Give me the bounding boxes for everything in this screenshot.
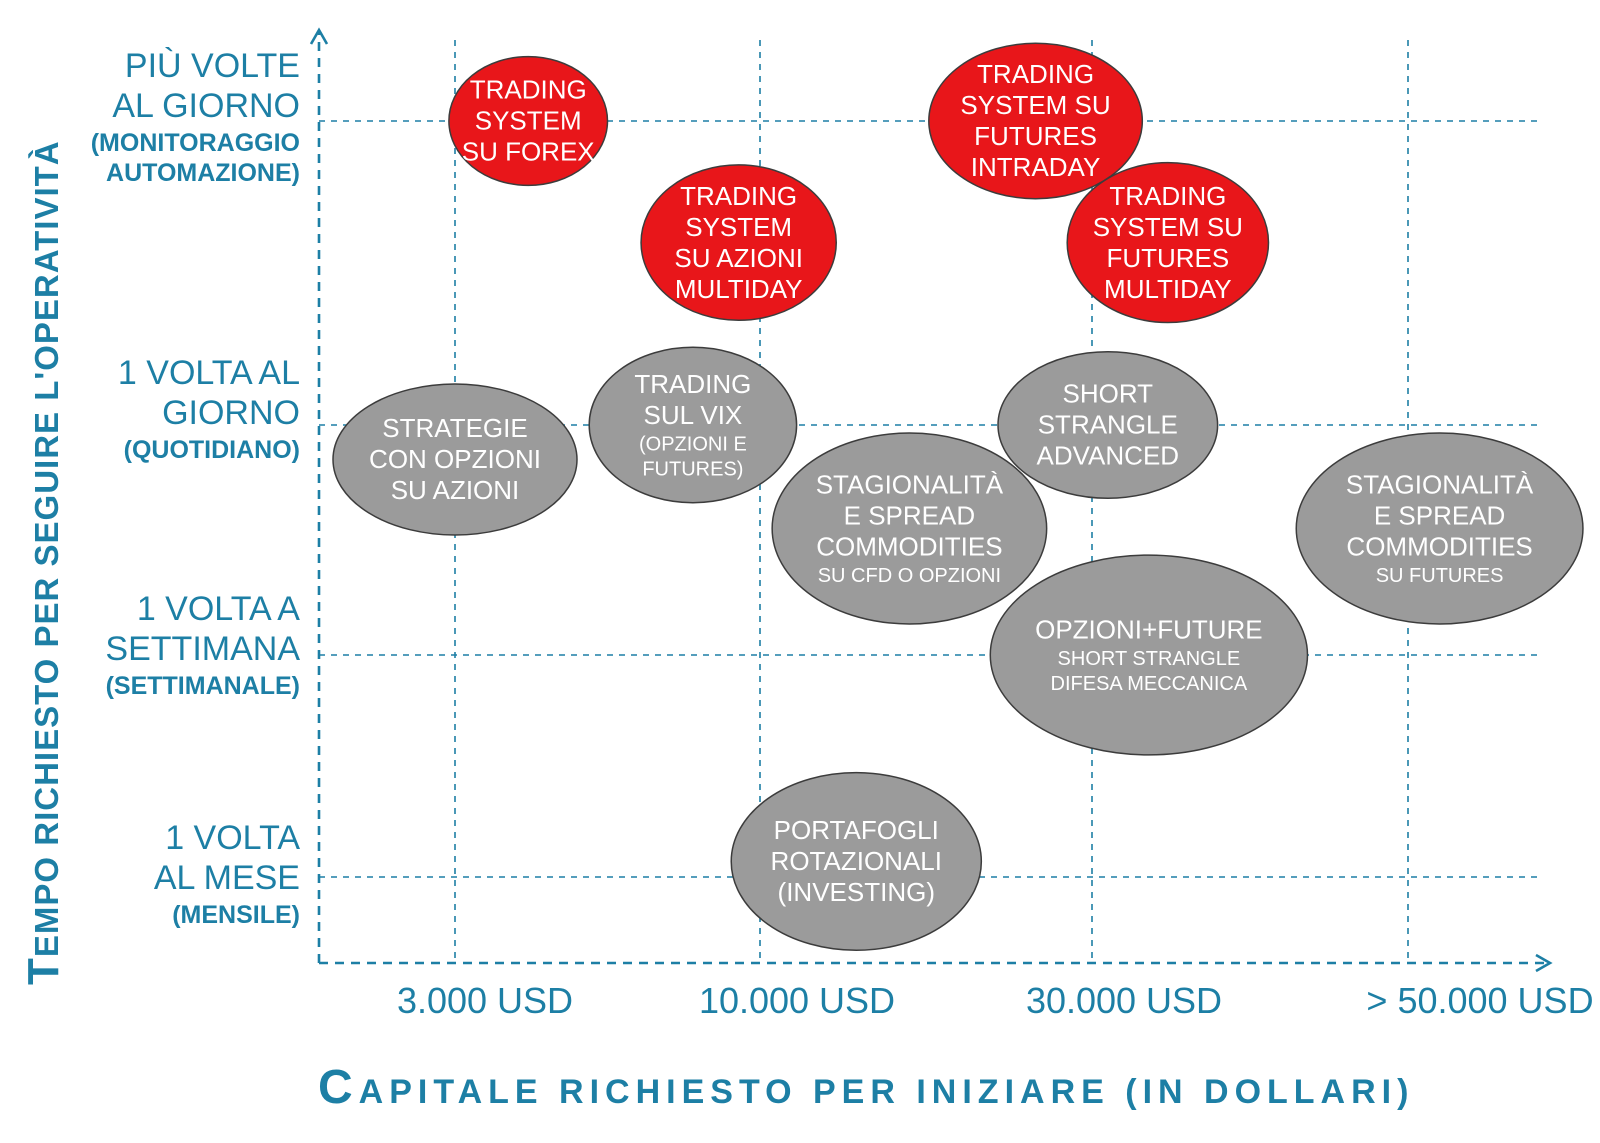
bubble-label: INTRADAY [971, 152, 1101, 182]
bubble-label: STRATEGIE [382, 413, 527, 443]
grey-bubble [588, 346, 798, 504]
y-tick-label: PIÙ VOLTE [125, 47, 300, 85]
bubble-label: (INVESTING) [778, 877, 935, 907]
bubble-label: SYSTEM [685, 212, 792, 242]
bubble-label: FUTURES [974, 121, 1097, 151]
bubble-label: SUL VIX [644, 400, 743, 430]
bubble-label: SU AZIONI [674, 243, 803, 273]
bubble-label: DIFESA MECCANICA [1051, 673, 1248, 695]
red-bubble [928, 42, 1144, 200]
red-bubble [640, 164, 838, 322]
red-bubble [1066, 161, 1270, 324]
y-axis-title: TEMPO RICHIESTO PER SEGUIRE L'OPERATIVIT… [19, 140, 68, 985]
y-tick-label: SETTIMANA [105, 630, 300, 668]
bubble-label: ADVANCED [1037, 441, 1180, 471]
bubble-label: FUTURES) [642, 459, 743, 481]
x-axis-title: CAPITALE RICHIESTO PER INIZIARE (IN DOLL… [318, 1061, 1414, 1114]
x-tick-label: 10.000 USD [699, 980, 895, 1021]
bubble-label: TRADING [634, 369, 751, 399]
y-tick-sublabel: AUTOMAZIONE) [106, 159, 300, 187]
axis-labels: 3.000 USD 10.000 USD 30.000 USD > 50.000 US… [19, 47, 1594, 1114]
grey-bubble [1295, 432, 1584, 625]
bubble-label: TRADING [680, 181, 797, 211]
y-tick-sublabel: (QUOTIDIANO) [124, 436, 300, 464]
y-tick-label: 1 VOLTA A [137, 590, 300, 628]
grey-bubble [771, 432, 1048, 625]
bubble: OPZIONI+FUTURE SHORT STRANGLE DIFESA MECCA… [989, 554, 1309, 756]
bubble-label: E SPREAD [1374, 501, 1506, 531]
bubble-label: SYSTEM SU [960, 90, 1110, 120]
y-tick-label: GIORNO [162, 394, 300, 432]
red-bubble [448, 55, 609, 187]
x-tick-label: > 50.000 USD [1366, 980, 1593, 1021]
x-tick-label: 30.000 USD [1026, 980, 1222, 1021]
bubble-label: SU AZIONI [391, 475, 520, 505]
grey-bubble [332, 383, 578, 536]
axes [309, 27, 1553, 973]
bubble-label: ROTAZIONALI [771, 846, 942, 876]
y-tick-sublabel: (MONITORAGGIO [91, 129, 300, 157]
bubble-label: SHORT [1063, 379, 1154, 409]
bubble-label: SHORT STRANGLE [1058, 648, 1241, 670]
bubble-label: TRADING [470, 75, 587, 105]
bubble-label: COMMODITIES [1346, 532, 1532, 562]
grey-bubble [989, 554, 1309, 756]
bubble-label: MULTIDAY [1104, 274, 1232, 304]
x-axis-arrow-icon [1535, 953, 1553, 973]
bubble-label: SYSTEM SU [1093, 212, 1243, 242]
y-tick-label: AL GIORNO [112, 87, 300, 125]
bubble-label: STRANGLE [1038, 410, 1178, 440]
grey-bubble [997, 350, 1219, 500]
bubble-label: (OPZIONI E [639, 434, 747, 456]
bubble-label: FUTURES [1106, 243, 1229, 273]
y-tick-sublabel: (SETTIMANALE) [106, 672, 300, 700]
bubble-label: TRADING [977, 59, 1094, 89]
bubble-label: SU FOREX [462, 137, 595, 167]
y-tick-label: 1 VOLTA AL [118, 354, 300, 392]
bubble-label: PORTAFOGLI [774, 815, 939, 845]
bubble-label: CON OPZIONI [369, 444, 541, 474]
bubble-label: TRADING [1109, 181, 1226, 211]
bubble-label: COMMODITIES [816, 532, 1002, 562]
bubble-label: OPZIONI+FUTURE [1035, 615, 1263, 645]
y-tick-sublabel: (MENSILE) [172, 901, 300, 929]
bubble-label: SU FUTURES [1376, 565, 1504, 587]
grey-bubble [730, 771, 983, 952]
bubble-label: STAGIONALITÀ [816, 470, 1004, 500]
bubble-label: MULTIDAY [675, 274, 803, 304]
bubble-label: SU CFD O OPZIONI [818, 565, 1001, 587]
y-axis-arrow-icon [309, 27, 329, 45]
bubble-label: SYSTEM [475, 106, 582, 136]
x-tick-label: 3.000 USD [397, 980, 573, 1021]
bubble-label: E SPREAD [844, 501, 976, 531]
y-tick-label: AL MESE [154, 859, 300, 897]
y-tick-label: 1 VOLTA [165, 819, 300, 857]
bubble-label: STAGIONALITÀ [1346, 470, 1534, 500]
